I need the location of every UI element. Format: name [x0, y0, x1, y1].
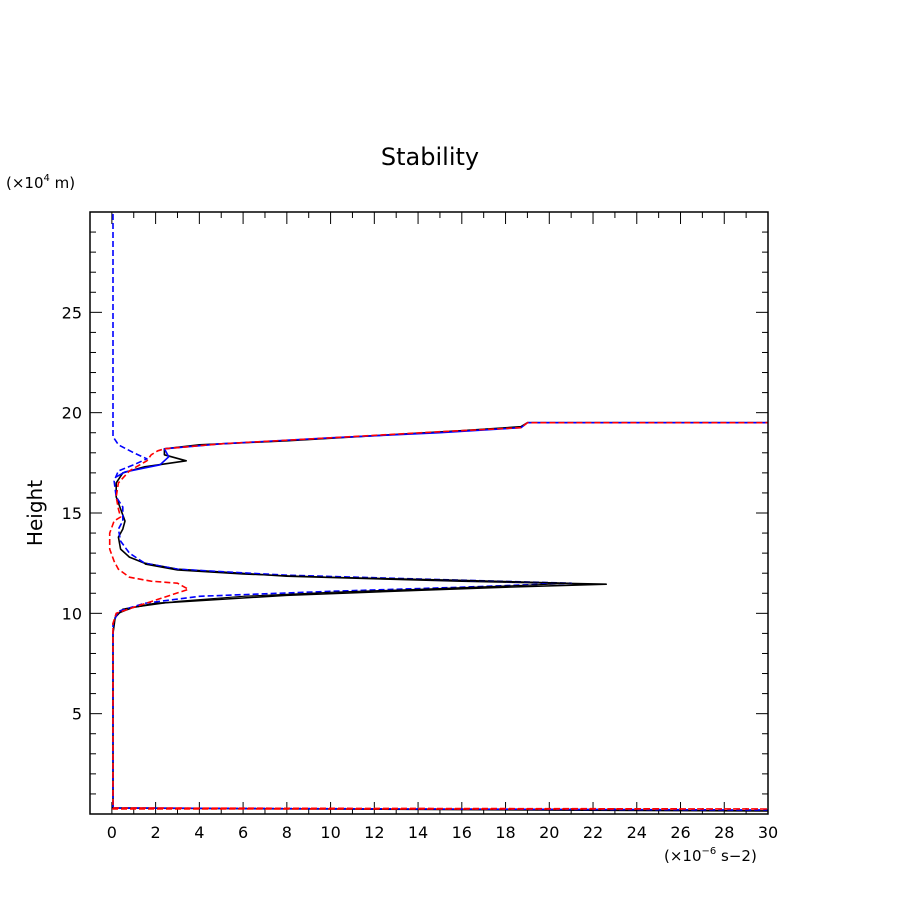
x-tick-label: 6 [238, 823, 248, 842]
x-tick-label: 8 [282, 823, 292, 842]
chart-title: Stability [381, 143, 479, 171]
series-line-1 [112, 214, 768, 811]
y-axis-label: Height [23, 480, 47, 546]
x-tick-label: 20 [539, 823, 559, 842]
x-tick-label: 0 [107, 823, 117, 842]
x-tick-label: 16 [452, 823, 472, 842]
series-line-0 [111, 421, 768, 812]
x-tick-label: 2 [151, 823, 161, 842]
series-line-3 [115, 421, 768, 478]
x-tick-label: 10 [320, 823, 340, 842]
plot-frame [89, 211, 769, 815]
x-tick-label: 30 [758, 823, 778, 842]
y-axis-unit: (×104 m) [6, 173, 75, 192]
x-tick-label: 22 [583, 823, 603, 842]
y-unit-prefix: (×10 [6, 174, 44, 192]
x-tick-label: 14 [408, 823, 428, 842]
x-tick-label: 28 [714, 823, 734, 842]
series-layer [108, 214, 768, 812]
y-tick-label: 15 [62, 504, 82, 523]
x-tick-label: 26 [670, 823, 690, 842]
x-tick-label: 12 [364, 823, 384, 842]
x-unit-suffix: s−2) [716, 847, 757, 865]
y-tick-label: 10 [62, 604, 82, 623]
x-unit-exponent: −6 [702, 846, 717, 857]
x-axis-unit: (×10−6 s−2) [664, 846, 757, 865]
series-line-2 [118, 563, 572, 614]
y-tick-label: 25 [62, 303, 82, 322]
x-tick-label: 24 [627, 823, 647, 842]
x-tick-label: 18 [495, 823, 515, 842]
x-unit-prefix: (×10 [664, 847, 702, 865]
y-tick-label: 5 [72, 705, 82, 724]
y-unit-suffix: m) [50, 174, 75, 192]
x-tick-label: 4 [194, 823, 204, 842]
y-unit-exponent: 4 [44, 173, 50, 184]
y-tick-label: 20 [62, 404, 82, 423]
series-line-4 [108, 421, 768, 810]
